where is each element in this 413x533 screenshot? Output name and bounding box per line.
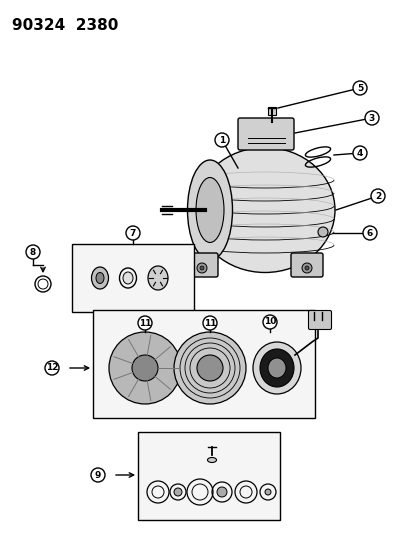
- Circle shape: [216, 487, 226, 497]
- Text: 11: 11: [203, 319, 216, 327]
- Circle shape: [91, 468, 105, 482]
- Circle shape: [109, 332, 180, 404]
- FancyBboxPatch shape: [290, 253, 322, 277]
- Circle shape: [197, 263, 206, 273]
- Ellipse shape: [91, 267, 108, 289]
- Ellipse shape: [207, 457, 216, 463]
- Circle shape: [132, 355, 158, 381]
- Circle shape: [364, 111, 378, 125]
- Ellipse shape: [123, 272, 133, 284]
- Ellipse shape: [96, 272, 104, 284]
- Circle shape: [173, 488, 182, 496]
- Ellipse shape: [259, 349, 293, 387]
- FancyBboxPatch shape: [308, 311, 331, 329]
- Circle shape: [362, 226, 376, 240]
- Text: 9: 9: [95, 471, 101, 480]
- Circle shape: [304, 266, 308, 270]
- Bar: [72, 244, 194, 312]
- Circle shape: [262, 315, 276, 329]
- Circle shape: [126, 226, 140, 240]
- Text: 6: 6: [366, 229, 372, 238]
- Ellipse shape: [267, 358, 285, 378]
- Circle shape: [352, 81, 366, 95]
- Text: 2: 2: [374, 191, 380, 200]
- Circle shape: [197, 355, 223, 381]
- Text: 8: 8: [30, 247, 36, 256]
- Text: 90324  2380: 90324 2380: [12, 18, 118, 33]
- Circle shape: [45, 361, 59, 375]
- Circle shape: [352, 146, 366, 160]
- Bar: [267, 107, 275, 115]
- Text: 1: 1: [218, 135, 225, 144]
- Text: 3: 3: [368, 114, 374, 123]
- Circle shape: [370, 189, 384, 203]
- Circle shape: [199, 266, 204, 270]
- Text: 7: 7: [130, 229, 136, 238]
- Text: 11: 11: [138, 319, 151, 327]
- Bar: [93, 310, 314, 418]
- Text: 10: 10: [263, 318, 275, 327]
- Circle shape: [317, 227, 327, 237]
- Circle shape: [301, 263, 311, 273]
- Circle shape: [264, 489, 271, 495]
- Ellipse shape: [252, 342, 300, 394]
- Ellipse shape: [187, 160, 232, 260]
- FancyBboxPatch shape: [185, 253, 218, 277]
- Ellipse shape: [195, 148, 334, 272]
- FancyBboxPatch shape: [237, 118, 293, 150]
- Ellipse shape: [195, 177, 223, 243]
- Text: 12: 12: [46, 364, 58, 373]
- Circle shape: [202, 316, 216, 330]
- Circle shape: [138, 316, 152, 330]
- Text: 5: 5: [356, 84, 362, 93]
- Ellipse shape: [147, 266, 168, 290]
- Circle shape: [173, 332, 245, 404]
- Circle shape: [214, 133, 228, 147]
- Bar: [138, 432, 279, 520]
- Circle shape: [26, 245, 40, 259]
- Text: 4: 4: [356, 149, 362, 157]
